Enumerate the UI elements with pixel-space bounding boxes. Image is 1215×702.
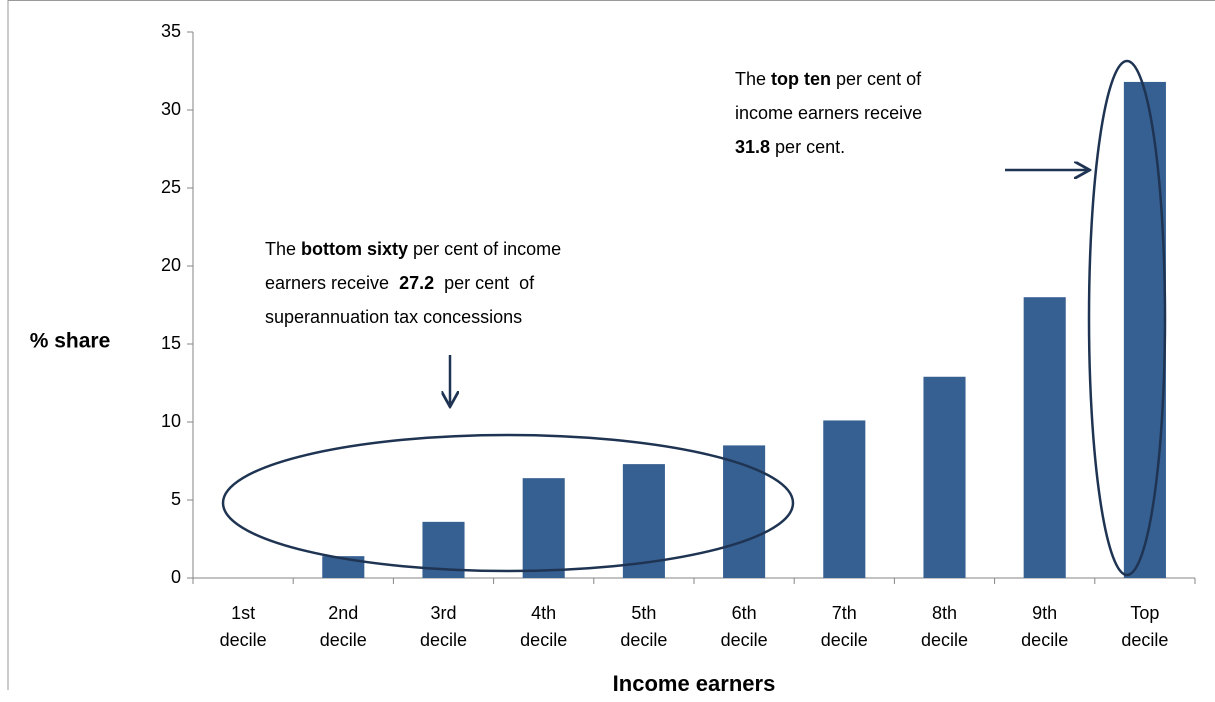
bar [823,420,866,578]
x-tick-label: 1st decile [220,603,267,650]
bar [723,445,766,578]
bar [622,464,665,578]
x-tick-label: Top decile [1121,603,1168,650]
annotation-run: per cent of [434,273,535,293]
bar [923,376,966,578]
x-tick-label-line: 7th [832,603,857,623]
x-tick-label-line: 3rd [430,603,456,623]
x-tick-label-line: decile [821,630,868,650]
x-tick-label: 9th decile [1021,603,1068,650]
annotation: The top ten per cent of income earners re… [735,69,922,157]
annotation-line: earners receive 27.2 per cent of [265,273,535,293]
annotation-run: The [735,69,771,89]
annotation-run: bottom sixty [301,239,408,259]
annotation-line: 31.8 per cent. [735,137,845,157]
y-tick-label: 25 [161,177,181,197]
x-tick-label: 5th decile [620,603,667,650]
x-tick-label-line: decile [420,630,467,650]
x-tick-label: 3rd decile [420,603,467,650]
annotation-run: per cent of [831,69,922,89]
x-tick-label-line: 4th [531,603,556,623]
annotation: The bottom sixty per cent of income earne… [265,239,561,327]
y-tick-label: 0 [171,567,181,587]
y-tick-label: 30 [161,99,181,119]
x-tick-label-line: decile [520,630,567,650]
annotation-run: superannuation tax concessions [265,307,522,327]
x-tick-label-line: 8th [932,603,957,623]
y-tick-label: 20 [161,255,181,275]
x-tick-label-line: decile [921,630,968,650]
x-tick-label: 6th decile [721,603,768,650]
x-tick-label-line: 1st [231,603,255,623]
y-tick-label: 15 [161,333,181,353]
x-tick-label-line: decile [220,630,267,650]
bar [522,478,565,578]
x-tick-label-line: decile [320,630,367,650]
x-tick-label-line: Top [1130,603,1159,623]
annotation-line: superannuation tax concessions [265,307,522,327]
annotation-run: per cent. [770,137,845,157]
x-axis-label: Income earners [613,671,776,696]
x-tick-label-line: decile [1121,630,1168,650]
bar [1123,81,1166,579]
annotation-run: 31.8 [735,137,770,157]
annotation-line: The bottom sixty per cent of income [265,239,561,259]
highlight-ellipse [1087,59,1167,577]
annotation-line: income earners receive [735,103,922,123]
x-tick-label: 8th decile [921,603,968,650]
x-tick-label-line: decile [1021,630,1068,650]
annotation-line: The top ten per cent of [735,69,922,89]
x-tick-label: 7th decile [821,603,868,650]
x-tick-label-line: 9th [1032,603,1057,623]
annotation-run: per cent of income [408,239,561,259]
y-axis-label: % share [30,330,111,353]
annotation-run: top ten [771,69,831,89]
annotation-run: The [265,239,301,259]
y-tick-label: 35 [161,21,181,41]
x-tick-label-line: decile [620,630,667,650]
x-tick-label-line: 2nd [328,603,358,623]
highlight-ellipse [221,433,795,573]
bar [322,556,365,578]
bar [1023,297,1066,578]
y-tick-label: 10 [161,411,181,431]
annotation-run: earners receive [265,273,399,293]
plot-area: 0 5 10 15 20 25 30 35 1st decile 2nd decile 3rd decil… [161,21,1196,650]
annotation-run: 27.2 [399,273,434,293]
y-tick-label: 5 [171,489,181,509]
x-tick-label: 2nd decile [320,603,367,650]
x-tick-label-line: 6th [732,603,757,623]
x-tick-label: 4th decile [520,603,567,650]
x-tick-label-line: 5th [631,603,656,623]
annotation-run: income earners receive [735,103,922,123]
x-tick-label-line: decile [721,630,768,650]
